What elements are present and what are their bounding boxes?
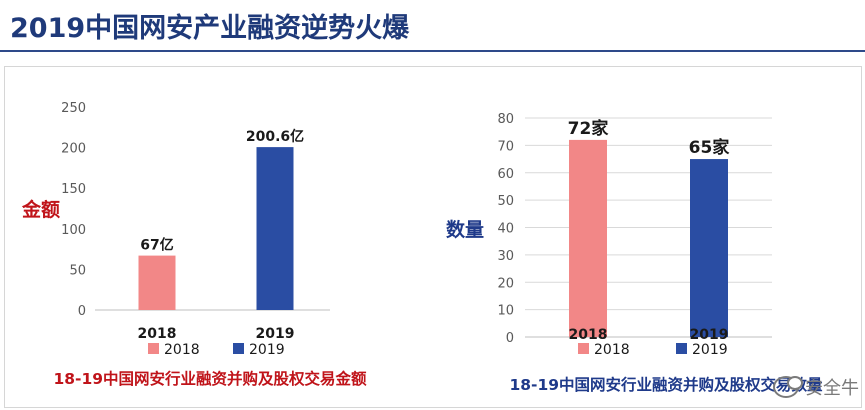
chart2-caption: 18-19中国网安行业融资并购及股权交易数量 bbox=[509, 375, 823, 394]
chart2-y-tick-label: 80 bbox=[497, 112, 514, 127]
chart2-y-tick-label: 30 bbox=[497, 249, 514, 264]
chart1-data-label: 67亿 bbox=[140, 237, 173, 254]
chart2-legend-swatch bbox=[676, 343, 687, 354]
chart1-y-tick-label: 250 bbox=[61, 101, 86, 116]
chart2-data-label: 65家 bbox=[689, 137, 730, 158]
chart1-x-tick-label: 2018 bbox=[138, 326, 177, 342]
chart1-legend-swatch bbox=[148, 343, 159, 354]
chart1-y-axis-label: 金额 bbox=[21, 198, 60, 221]
chart2-y-tick-label: 20 bbox=[497, 276, 514, 291]
chart2-y-tick-label: 0 bbox=[506, 331, 514, 346]
chart1-y-tick-label: 100 bbox=[61, 223, 86, 238]
chart2-legend-swatch bbox=[578, 343, 589, 354]
chart1-y-tick-label: 200 bbox=[61, 142, 86, 157]
chart2-data-label: 72家 bbox=[568, 118, 609, 139]
chart2-x-tick-label: 2019 bbox=[690, 327, 729, 343]
chart2-bar-2019 bbox=[690, 159, 728, 337]
chart1-legend-swatch bbox=[233, 343, 244, 354]
chart2-legend-label: 2019 bbox=[692, 342, 728, 358]
chart2-y-tick-label: 60 bbox=[497, 167, 514, 182]
chart2-y-tick-label: 40 bbox=[497, 222, 514, 237]
chart1-data-label: 200.6亿 bbox=[246, 128, 304, 145]
title-divider bbox=[0, 50, 865, 52]
wechat-icon bbox=[773, 376, 803, 398]
chart1-bar-2019 bbox=[256, 147, 294, 310]
chart2-x-tick-label: 2018 bbox=[569, 327, 608, 343]
watermark-text: 安全牛 bbox=[805, 378, 859, 399]
page-title: 2019中国网安产业融资逆势火爆 bbox=[10, 13, 410, 44]
chart2-y-tick-label: 70 bbox=[497, 139, 514, 154]
chart1-bar-2018 bbox=[138, 255, 176, 310]
chart1-caption: 18-19中国网安行业融资并购及股权交易金额 bbox=[53, 369, 367, 388]
chart1-legend-label: 2019 bbox=[249, 342, 285, 358]
watermark: 安全牛 bbox=[773, 374, 859, 400]
chart2-y-tick-label: 10 bbox=[497, 304, 514, 319]
chart2-legend-label: 2018 bbox=[594, 342, 630, 358]
chart2-bar-2018 bbox=[569, 139, 607, 337]
chart1-legend-label: 2018 bbox=[164, 342, 200, 358]
chart2-y-axis-label: 数量 bbox=[446, 218, 484, 241]
chart1-y-tick-label: 150 bbox=[61, 182, 86, 197]
chart1-y-tick-label: 50 bbox=[69, 263, 86, 278]
chart2-y-tick-label: 50 bbox=[497, 194, 514, 209]
chart1-x-tick-label: 2019 bbox=[256, 326, 295, 342]
chart1-y-tick-label: 0 bbox=[78, 304, 86, 319]
